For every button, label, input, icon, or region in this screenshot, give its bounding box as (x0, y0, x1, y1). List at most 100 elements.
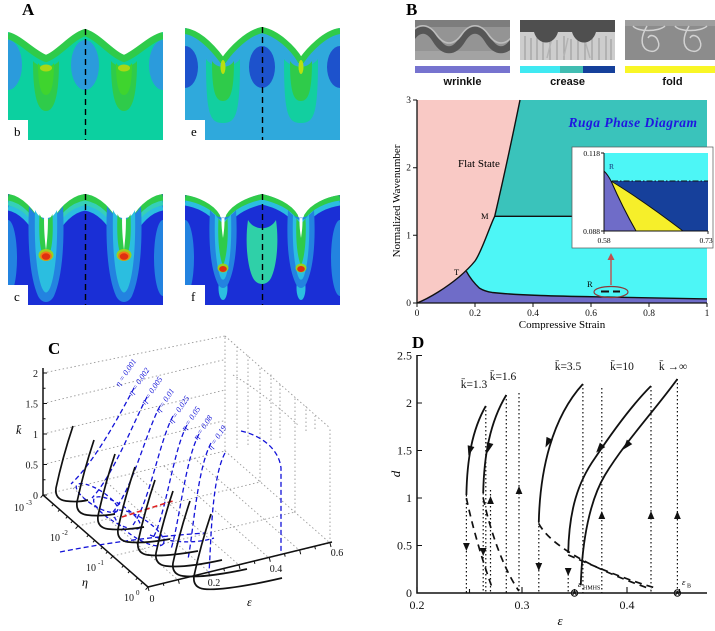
contour-b-yellow-core (40, 64, 52, 72)
svg-text:0: 0 (415, 309, 420, 319)
point-R-label: R (587, 279, 593, 289)
svg-text:0.4: 0.4 (527, 309, 539, 319)
eps-tick-labels: 0 0.2 0.4 0.6 (150, 548, 344, 605)
flat-boundary-curve (416, 99, 521, 304)
unstable-branches (465, 497, 657, 592)
svg-text:1.5: 1.5 (397, 444, 412, 458)
contour-b-blue-lobe (8, 40, 22, 90)
svg-text:k̄=10: k̄=10 (610, 359, 634, 373)
svg-text:0: 0 (136, 589, 140, 597)
inset-pointer-arrowhead (607, 253, 615, 260)
contour-b: b (8, 28, 163, 140)
axes-3d (42, 368, 333, 588)
point-M-label: M (481, 211, 489, 221)
D-xtick-labels: 0.2 0.3 0.4 (410, 598, 635, 612)
legend-label-fold: fold (662, 76, 683, 88)
phase-ticks (413, 99, 708, 307)
eps-axis-label: ε (247, 595, 252, 609)
svg-text:1: 1 (33, 430, 38, 441)
legend-label-crease: crease (550, 76, 585, 88)
region-wrinkle (417, 271, 707, 303)
panel-D: D 2.5 2 1.5 1 0.5 0 0.2 0.3 0.4 d ε (390, 333, 707, 628)
grid-3d (42, 335, 331, 588)
legend-bar-crease (520, 66, 615, 73)
D-curve-labels: k̄=1.3 k̄=1.6 k̄=3.5 k̄=10 k̄ →∞ (461, 359, 687, 391)
inset-ticks (601, 152, 709, 234)
panel-B-label: B (406, 0, 418, 19)
svg-text:0.6: 0.6 (585, 309, 597, 319)
ruga-phase-diagram: 0 1 2 3 0 0.2 0.4 0.6 0.8 1 Compressive … (391, 96, 714, 330)
wrinkle-micrograph (415, 20, 510, 60)
svg-text:k̄=1.3: k̄=1.3 (461, 377, 488, 391)
subpanel-c-label: c (14, 289, 20, 304)
contour-b-blue-lobe (149, 40, 163, 90)
svg-text:1: 1 (406, 491, 412, 505)
svg-text:0.6: 0.6 (331, 548, 344, 559)
snap-arrows (463, 486, 681, 576)
subpanel-letter-box (8, 120, 28, 140)
contour-e-green-lobe (212, 61, 234, 101)
eps-hmhs-sub: HMHS (583, 586, 600, 592)
svg-text:0.4: 0.4 (270, 564, 283, 575)
svg-text:0.4: 0.4 (620, 598, 635, 612)
legend-bar-fold (625, 66, 715, 73)
svg-text:10: 10 (50, 533, 60, 544)
eps-b-sub: B (687, 584, 691, 590)
inset-region-navy (612, 181, 708, 231)
contour-e-yellow-sliver (298, 60, 304, 74)
phase-inset: 0.118 0.088 0.58 0.73 R (571, 146, 714, 249)
inset-xright: 0.73 (699, 236, 712, 245)
legend-label-wrinkle: wrinkle (443, 76, 482, 88)
contour-e-navy-lobe (185, 46, 198, 88)
phase-xtick-labels: 0 0.2 0.4 0.6 0.8 1 (415, 309, 710, 319)
svg-text:-1: -1 (98, 559, 104, 567)
curve-direction-arrows (467, 436, 633, 456)
panel-C-label: C (48, 339, 60, 358)
panel-C: C 2 1.5 1 0.5 0 10 -3 10 -2 10 -1 (14, 335, 344, 609)
svg-text:10: 10 (124, 593, 134, 604)
svg-text:1: 1 (406, 231, 411, 241)
subpanel-f-label: f (191, 289, 196, 304)
svg-text:2.5: 2.5 (397, 349, 412, 363)
k-axis-ticks (43, 372, 47, 496)
contour-c-edge-band (154, 220, 163, 296)
contour-f: f (185, 193, 340, 305)
wrinkle-boundary-curve (465, 270, 708, 300)
crease-micrograph (520, 20, 615, 60)
axis-markers: ε HMHS ε B (570, 577, 691, 597)
svg-text:2: 2 (406, 164, 411, 174)
phase-xlabel: Compressive Strain (519, 319, 606, 330)
point-T-label: T (454, 267, 460, 277)
svg-text:3: 3 (406, 96, 411, 106)
contour-b-inner-green (38, 63, 54, 95)
contour-b-inner-green (116, 63, 132, 95)
legend-bar-wrinkle (415, 66, 510, 73)
fold-micrograph (625, 20, 715, 60)
panel-B: B wrinkle (390, 0, 715, 330)
R-highlight-ellipse (593, 285, 629, 299)
svg-text:0: 0 (406, 586, 412, 600)
subpanel-letter-box (185, 285, 205, 305)
stable-branches (465, 378, 679, 586)
contour-f-center-bulb (246, 220, 278, 284)
flat-state-label: Flat State (458, 158, 500, 170)
contour-e: e (185, 26, 340, 140)
eta-axis-ticks (40, 494, 149, 591)
svg-text:-3: -3 (26, 499, 32, 507)
svg-text:0.3: 0.3 (515, 598, 530, 612)
subpanel-letter-box (8, 285, 28, 305)
inset-ytop: 0.118 (583, 149, 600, 158)
contour-e-green-lobe (290, 61, 312, 101)
contour-e-navy-lobe (327, 46, 340, 88)
svg-text:0.2: 0.2 (469, 309, 481, 319)
black-equilibrium-curves (55, 425, 283, 591)
D-ticks (416, 354, 681, 594)
eps-hmhs-symbol: ε (578, 579, 582, 589)
svg-text:10: 10 (86, 563, 96, 574)
eps-b-symbol: ε (682, 577, 686, 587)
contour-e-yellow-sliver (220, 60, 226, 74)
contour-f-edge-band (331, 220, 340, 296)
D-ytick-labels: 2.5 2 1.5 1 0.5 0 (397, 349, 412, 601)
eta-tick-labels: 10 -3 10 -2 10 -1 10 0 (14, 499, 140, 604)
